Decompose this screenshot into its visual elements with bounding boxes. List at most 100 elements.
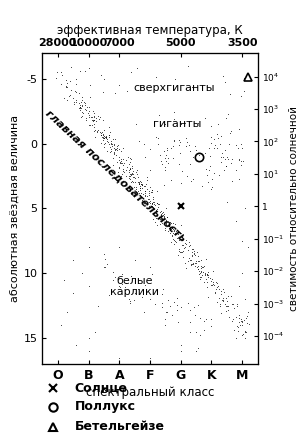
Point bbox=[162, 154, 167, 161]
Point bbox=[103, 256, 108, 263]
Text: сверхгиганты: сверхгиганты bbox=[134, 83, 215, 93]
Point bbox=[238, 322, 243, 329]
Point bbox=[89, 114, 94, 121]
Point bbox=[172, 226, 177, 233]
Point bbox=[130, 173, 135, 180]
Point bbox=[135, 179, 140, 186]
Point bbox=[204, 276, 209, 283]
Point bbox=[172, 109, 177, 116]
Point bbox=[195, 345, 200, 352]
Point bbox=[235, 323, 239, 330]
Point bbox=[163, 164, 168, 171]
Point bbox=[108, 141, 113, 148]
Point bbox=[220, 150, 225, 157]
Point bbox=[226, 140, 231, 147]
Point bbox=[131, 296, 136, 303]
Point bbox=[98, 72, 103, 79]
Point bbox=[187, 142, 191, 149]
Point bbox=[164, 222, 169, 229]
Point bbox=[104, 132, 109, 139]
Point bbox=[109, 139, 114, 147]
Point bbox=[244, 329, 248, 336]
Point bbox=[179, 236, 184, 243]
Point bbox=[170, 232, 175, 239]
Point bbox=[84, 103, 89, 110]
Point bbox=[158, 210, 163, 217]
Point bbox=[134, 186, 138, 193]
Point bbox=[128, 272, 133, 279]
Point bbox=[127, 161, 132, 168]
Point bbox=[102, 143, 107, 150]
Point bbox=[222, 156, 227, 163]
Point bbox=[218, 301, 222, 308]
Point bbox=[82, 101, 87, 108]
Point bbox=[148, 198, 153, 205]
Point bbox=[236, 314, 241, 321]
Point bbox=[132, 183, 137, 190]
Point bbox=[138, 180, 143, 187]
Point bbox=[90, 114, 95, 121]
Point bbox=[95, 128, 100, 135]
Point bbox=[213, 290, 218, 297]
Point bbox=[118, 172, 123, 180]
Point bbox=[139, 181, 144, 188]
Point bbox=[128, 173, 132, 180]
Point bbox=[198, 264, 203, 271]
Point bbox=[206, 294, 211, 301]
Point bbox=[151, 216, 156, 223]
Point bbox=[107, 141, 112, 148]
Point bbox=[132, 257, 137, 264]
Point bbox=[103, 133, 108, 140]
Point bbox=[168, 145, 173, 152]
Point bbox=[176, 231, 181, 238]
Point bbox=[136, 187, 141, 194]
Point bbox=[192, 142, 197, 149]
Point bbox=[204, 171, 209, 178]
Point bbox=[111, 269, 115, 276]
Point bbox=[95, 302, 100, 309]
Point bbox=[79, 94, 84, 101]
Point bbox=[124, 173, 128, 180]
Point bbox=[103, 135, 108, 142]
Point bbox=[127, 295, 132, 302]
Point bbox=[138, 182, 143, 189]
Point bbox=[223, 79, 228, 86]
Point bbox=[220, 297, 225, 304]
Point bbox=[169, 176, 174, 183]
Point bbox=[91, 118, 96, 125]
Point bbox=[58, 322, 63, 329]
Point bbox=[118, 159, 122, 166]
Point bbox=[121, 162, 126, 169]
Point bbox=[77, 104, 82, 111]
Point bbox=[203, 270, 208, 277]
Point bbox=[64, 80, 69, 87]
Point bbox=[69, 86, 74, 93]
Point bbox=[130, 169, 135, 176]
Point bbox=[78, 68, 83, 75]
Point bbox=[196, 257, 201, 264]
Point bbox=[112, 136, 117, 143]
Point bbox=[146, 189, 151, 196]
X-axis label: эффективная температура, К: эффективная температура, К bbox=[57, 24, 243, 37]
Point bbox=[163, 322, 168, 329]
Point bbox=[128, 69, 133, 76]
Point bbox=[197, 152, 202, 159]
Point bbox=[98, 129, 103, 136]
Point bbox=[203, 315, 208, 322]
Point bbox=[212, 288, 217, 295]
Point bbox=[138, 180, 143, 187]
Point bbox=[208, 122, 213, 129]
Point bbox=[214, 278, 218, 285]
Point bbox=[165, 214, 170, 221]
Point bbox=[107, 148, 112, 155]
Point bbox=[165, 154, 170, 161]
Point bbox=[101, 116, 105, 123]
Point bbox=[149, 200, 154, 207]
Point bbox=[91, 107, 95, 114]
Point bbox=[87, 112, 92, 119]
Point bbox=[196, 253, 201, 260]
Point bbox=[164, 216, 169, 223]
Point bbox=[74, 341, 79, 348]
Point bbox=[232, 326, 237, 334]
Point bbox=[112, 145, 117, 152]
